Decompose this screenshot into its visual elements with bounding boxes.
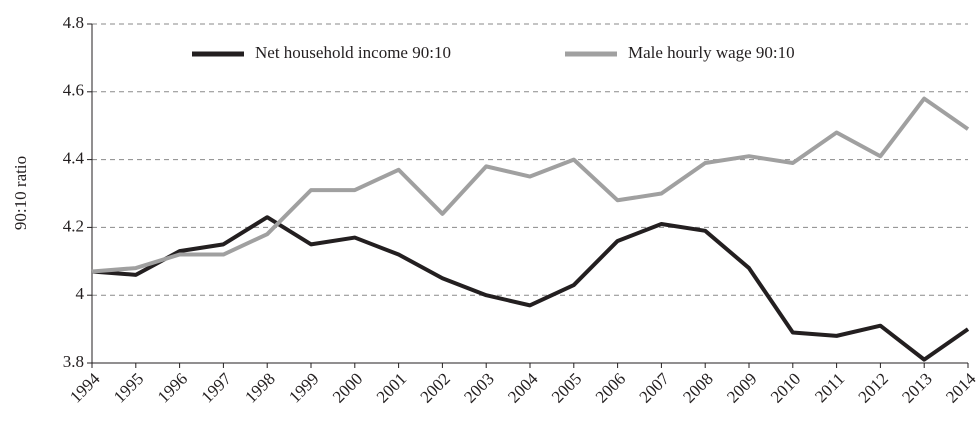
y-tick-label: 3.8 — [63, 352, 84, 371]
y-tick-label: 4.2 — [63, 216, 84, 235]
x-tick-label: 2009 — [723, 369, 760, 406]
legend-label: Male hourly wage 90:10 — [628, 43, 795, 62]
x-tick-label: 2007 — [636, 369, 674, 407]
x-tick-label: 2001 — [373, 369, 410, 406]
x-tick-label: 2004 — [504, 369, 542, 407]
y-tick-label: 4.4 — [63, 149, 85, 168]
y-tick-label: 4 — [76, 284, 85, 303]
series-line — [91, 96, 970, 274]
x-tick-label: 1999 — [285, 369, 322, 406]
x-tick-label: 2011 — [811, 369, 848, 406]
x-tick-label: 2006 — [592, 369, 629, 406]
y-tick-label: 4.8 — [63, 13, 84, 32]
x-tick-label: 1998 — [241, 369, 278, 406]
x-tick-label: 2013 — [898, 369, 935, 406]
x-tick-label: 2000 — [329, 369, 366, 406]
x-tick-label: 2008 — [679, 369, 716, 406]
x-tick-label: 1994 — [66, 369, 104, 407]
x-tick-label: 1995 — [110, 369, 147, 406]
legend-label: Net household income 90:10 — [255, 43, 451, 62]
series-line — [91, 215, 970, 362]
x-tick-label: 2012 — [855, 369, 892, 406]
x-tick-label: 2014 — [942, 369, 979, 407]
x-tick-label: 2010 — [767, 369, 804, 406]
x-tick-label: 2002 — [417, 369, 454, 406]
x-tick-label: 2005 — [548, 369, 585, 406]
x-tick-label: 2003 — [460, 369, 497, 406]
y-tick-label: 4.6 — [63, 81, 84, 100]
x-tick-label: 1996 — [154, 369, 191, 406]
x-tick-label: 1997 — [198, 369, 236, 407]
y-axis-label: 90:10 ratio — [11, 156, 30, 230]
